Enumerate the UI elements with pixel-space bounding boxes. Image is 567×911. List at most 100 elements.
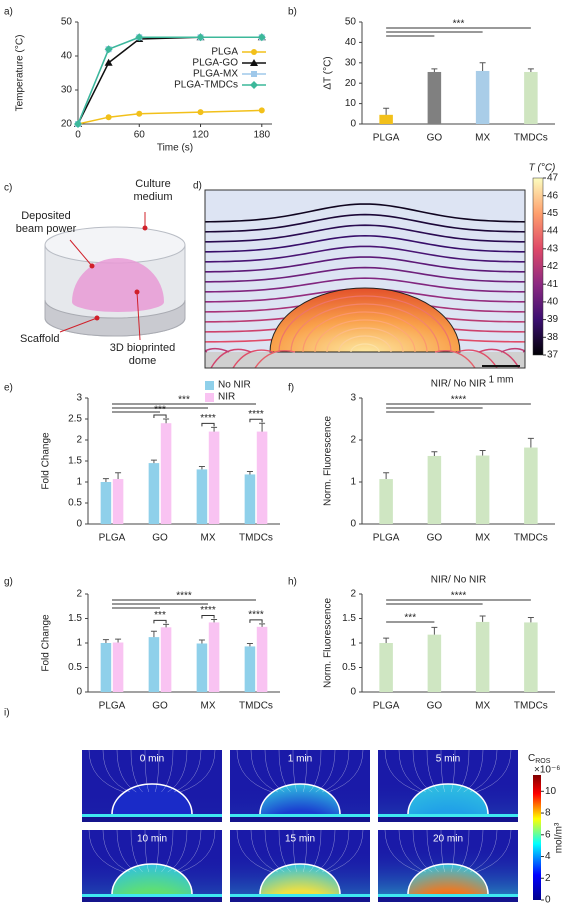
- colorbar: [532, 177, 544, 356]
- streamline: [236, 830, 272, 873]
- streamline: [130, 830, 143, 873]
- base-line: [378, 817, 518, 822]
- colorbar-tick-label: 45: [547, 208, 559, 219]
- colorbar-tick-label: 10: [545, 786, 557, 797]
- error-bar: [211, 618, 218, 623]
- panel-label: b): [288, 7, 297, 18]
- streamline: [167, 830, 188, 873]
- pair-significance-label: ***: [154, 405, 166, 416]
- point: [74, 120, 82, 128]
- ros-dome: [260, 864, 340, 902]
- chart-title: NIR/ No NIR: [431, 575, 487, 586]
- x-tick-label: TMDCs: [514, 133, 548, 144]
- error-bar: [383, 107, 390, 115]
- y-tick-label: 40: [345, 37, 357, 48]
- isotherm: [205, 213, 525, 233]
- x-tick-label: MX: [475, 133, 490, 144]
- error-bar: [479, 450, 486, 456]
- significance-label: ****: [451, 395, 467, 406]
- y-axis-label: Norm. Fluorescence: [323, 416, 334, 506]
- isotherm: [302, 311, 428, 353]
- error-bar: [115, 638, 122, 643]
- bar: [427, 455, 442, 524]
- streamline: [264, 830, 285, 873]
- diagram: c) Culture medium Deposited beam power S…: [4, 178, 186, 367]
- streamline: [302, 750, 308, 793]
- label: Culture medium: [133, 178, 173, 203]
- streamline: [440, 750, 446, 793]
- bar: [475, 621, 490, 692]
- x-tick-label: GO: [427, 701, 443, 712]
- streamline: [315, 830, 336, 873]
- y-tick-label: 0: [350, 519, 356, 530]
- isotherm: [205, 266, 525, 283]
- bar: [244, 474, 256, 524]
- y-tick-label: 0.5: [342, 662, 356, 673]
- streamline: [167, 750, 188, 793]
- streamline: [116, 830, 137, 873]
- colorbar-title-sub: ROS: [535, 758, 551, 765]
- streamline: [412, 830, 433, 873]
- error-bar: [198, 465, 205, 470]
- streamline: [173, 750, 202, 793]
- x-tick-label: MX: [475, 701, 490, 712]
- bar: [256, 431, 268, 524]
- error-bar: [383, 472, 390, 480]
- pointer-dot: [89, 263, 95, 269]
- y-tick-label: 3: [76, 393, 82, 404]
- y-tick-label: 0: [350, 687, 356, 698]
- colorbar-title-main: C: [528, 753, 535, 764]
- legend-marker: [251, 49, 257, 55]
- isotherm: [205, 203, 525, 223]
- ros-dome: [112, 864, 192, 902]
- y-tick-label: 1.5: [68, 456, 82, 467]
- colorbar-unit: mol/m³: [554, 822, 565, 853]
- ros-dome: [260, 784, 340, 822]
- x-tick-label: PLGA: [373, 133, 400, 144]
- base-strip: [378, 814, 518, 817]
- chart-title: NIR/ No NIR: [431, 379, 487, 390]
- streamline: [328, 830, 364, 873]
- error-bar: [431, 451, 438, 456]
- significance-label: ****: [451, 591, 467, 602]
- dome-outline: [111, 863, 193, 895]
- colorbar-tick-label: 44: [547, 226, 559, 237]
- colorbar-tick-label: 47: [547, 173, 559, 184]
- x-tick-label: TMDCs: [514, 533, 548, 544]
- streamline: [292, 750, 298, 793]
- ros-maps: i) CROS ×10⁻⁶ mol/m³ 0 min 1 min 5 min 10 m…: [4, 708, 565, 902]
- colorbar-tick-label: 6: [545, 829, 551, 840]
- streamline: [469, 750, 498, 793]
- bar: [196, 643, 208, 692]
- y-tick-label: 0.5: [68, 662, 82, 673]
- bar: [160, 423, 172, 524]
- legend-swatch: [205, 381, 214, 390]
- colorbar-tick-label: 43: [547, 243, 559, 254]
- isotherm: [290, 303, 440, 353]
- point: [258, 107, 265, 114]
- error-bar: [102, 478, 109, 482]
- streamline: [302, 830, 308, 873]
- pair-bracket: [153, 414, 167, 418]
- ros-map: [230, 750, 370, 822]
- base-strip: [82, 894, 222, 897]
- streamline: [144, 830, 150, 873]
- x-tick-label: TMDCs: [239, 533, 273, 544]
- streamline: [154, 830, 160, 873]
- y-tick-label: 2: [76, 435, 82, 446]
- bar: [475, 70, 490, 124]
- point: [257, 33, 266, 42]
- y-axis-label: Fold Change: [41, 614, 52, 672]
- colorbar-tick-label: 42: [547, 261, 559, 272]
- y-axis-label: Norm. Fluorescence: [323, 598, 334, 688]
- base-strip: [378, 894, 518, 897]
- error-bar: [211, 426, 218, 432]
- pair-bracket: [249, 418, 263, 423]
- legend-marker: [250, 59, 258, 66]
- ros-dome: [408, 784, 488, 822]
- base-strip: [82, 814, 222, 817]
- pair-significance-label: ***: [154, 610, 166, 621]
- streamline: [463, 750, 484, 793]
- y-tick-label: 10: [345, 98, 357, 109]
- base-strip: [230, 894, 370, 897]
